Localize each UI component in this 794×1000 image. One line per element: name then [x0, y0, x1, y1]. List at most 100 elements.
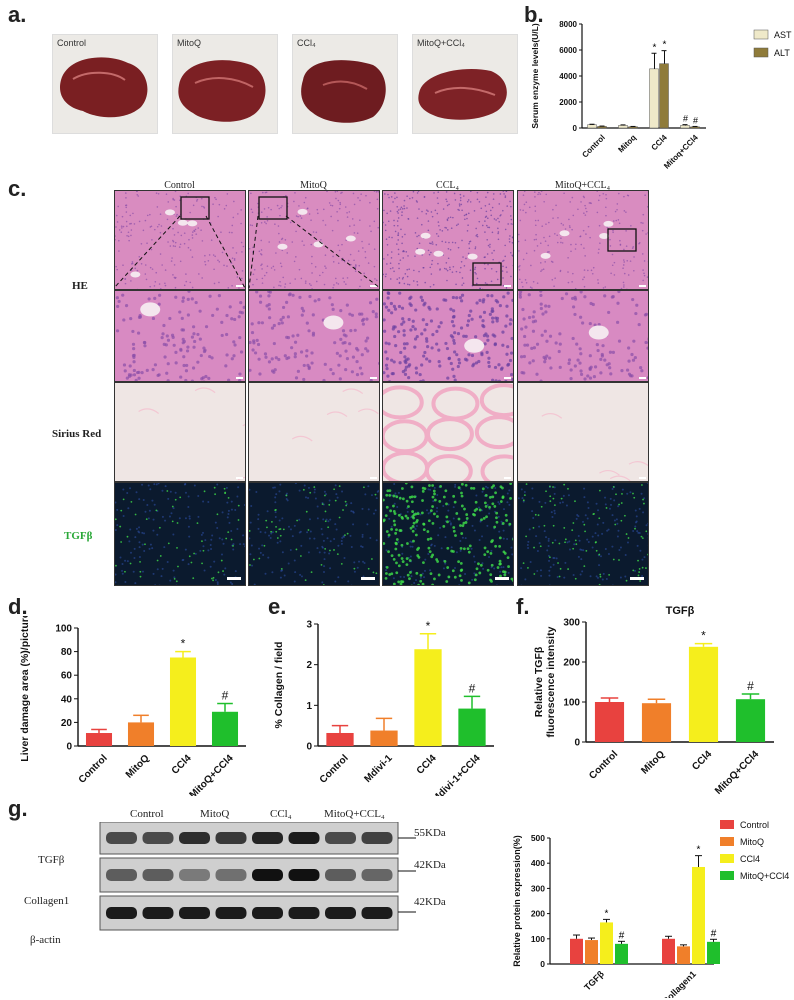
dapi-nucleus [413, 582, 416, 585]
nucleus [384, 275, 387, 278]
nucleus [403, 355, 407, 359]
nucleus [560, 296, 564, 301]
dapi-nucleus [616, 535, 619, 538]
blot-band [252, 907, 283, 919]
tgfb-signal [549, 485, 551, 488]
tgfb-signal [367, 567, 370, 570]
nucleus [447, 357, 451, 361]
tgfb-signal [302, 488, 305, 491]
nucleus [602, 287, 605, 289]
nucleus [610, 272, 612, 275]
nucleus [571, 305, 576, 309]
nucleus [452, 341, 456, 345]
nucleus [369, 225, 371, 227]
tgfb-signal [426, 537, 430, 541]
nucleus [393, 270, 395, 273]
tgfb-signal [417, 555, 421, 559]
nucleus [140, 371, 144, 375]
tgfb-signal [574, 577, 577, 580]
tgfb-signal [620, 519, 623, 522]
nucleus [484, 204, 487, 207]
nucleus [589, 202, 592, 204]
nucleus [308, 213, 311, 215]
nucleus [493, 249, 495, 252]
tgfb-signal [119, 525, 122, 528]
nucleus [353, 232, 356, 234]
dapi-nucleus [421, 572, 424, 575]
dapi-nucleus [134, 536, 137, 539]
nucleus [376, 198, 379, 201]
nucleus [422, 266, 425, 269]
tgfb-signal [258, 557, 261, 560]
nucleus [491, 252, 493, 254]
nucleus [571, 196, 574, 199]
tgfb-signal [645, 530, 648, 533]
tgfb-signal [410, 584, 413, 585]
tissue-texture [518, 191, 648, 289]
nucleus [339, 309, 343, 313]
nucleus [473, 210, 476, 212]
nucleus [157, 192, 160, 195]
tgfb-signal [393, 523, 397, 527]
dapi-nucleus [584, 514, 587, 517]
significance-mark: # [747, 679, 754, 693]
dapi-nucleus [636, 544, 639, 547]
nucleus [431, 241, 434, 243]
tgfb-signal [213, 486, 216, 489]
nucleus [165, 371, 169, 375]
nucleus [561, 242, 564, 244]
dapi-nucleus [249, 537, 251, 540]
tgfb-signal [406, 573, 410, 577]
nucleus [293, 352, 297, 356]
nucleus [226, 265, 228, 267]
nucleus [458, 296, 462, 300]
dapi-nucleus [538, 525, 541, 528]
tgfb-signal [549, 500, 552, 503]
row-title-he: HE [72, 280, 88, 292]
nucleus [315, 231, 318, 234]
nucleus [191, 325, 196, 329]
tgfb-signal [539, 545, 542, 548]
scale-bar [227, 577, 241, 580]
dapi-nucleus [154, 584, 157, 585]
nucleus [265, 304, 269, 308]
nucleus [460, 261, 463, 263]
tgfb-signal [249, 564, 251, 566]
nucleus [197, 227, 200, 229]
tgfb-signal [498, 536, 502, 540]
nucleus [523, 343, 527, 347]
dapi-nucleus [390, 494, 393, 497]
nucleus [166, 338, 171, 342]
tgfb-signal [320, 563, 323, 566]
nucleus [398, 267, 400, 270]
tgfb-signal [444, 489, 448, 493]
nucleus [544, 304, 548, 308]
nucleus [431, 259, 434, 262]
dapi-nucleus [535, 535, 538, 538]
nucleus [360, 372, 364, 376]
nucleus [349, 253, 352, 256]
dapi-nucleus [471, 578, 474, 581]
nucleus [487, 217, 489, 220]
nucleus [579, 291, 583, 294]
nucleus [437, 235, 440, 237]
nucleus [596, 191, 599, 192]
nucleus [344, 349, 348, 353]
dapi-nucleus [586, 501, 589, 504]
dapi-nucleus [201, 531, 204, 534]
nucleus [232, 340, 236, 344]
nucleus [348, 342, 352, 346]
dapi-nucleus [415, 525, 418, 528]
nucleus [185, 273, 187, 275]
nucleus [403, 250, 405, 253]
y-tick-label: 2000 [559, 98, 577, 107]
tgfb-signal [457, 517, 461, 521]
nucleus [256, 278, 258, 281]
x-tick-label: Mdivi-1 [363, 753, 395, 785]
nucleus [513, 355, 514, 358]
dapi-nucleus [552, 563, 555, 566]
nucleus [224, 364, 228, 368]
dapi-nucleus [493, 567, 496, 570]
tgfb-signal [395, 571, 399, 575]
dapi-nucleus [178, 517, 181, 520]
